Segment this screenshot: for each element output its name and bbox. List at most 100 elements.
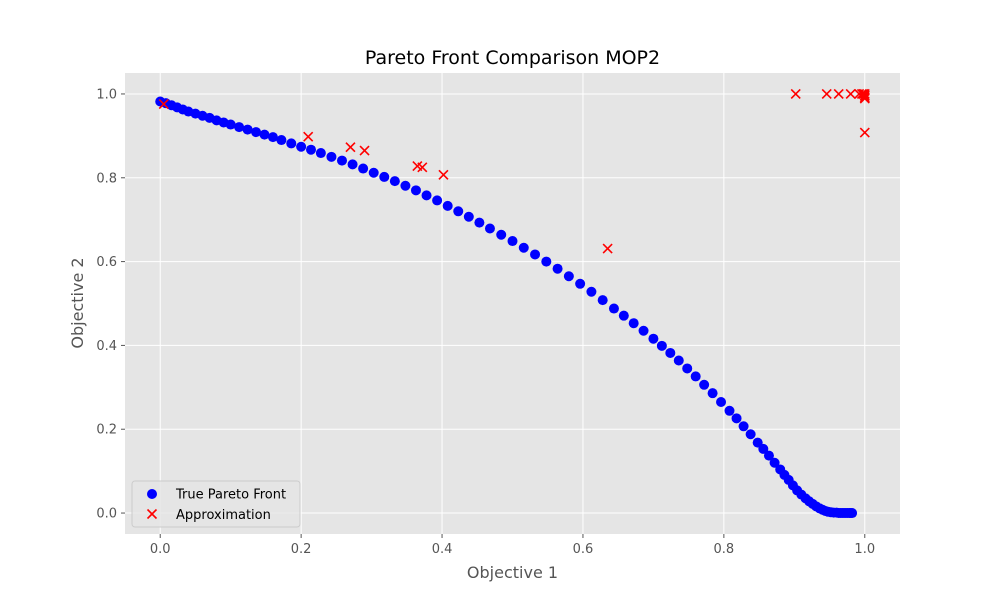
x-axis-label: Objective 1 — [467, 563, 558, 582]
true-pareto-point — [648, 333, 659, 344]
true-pareto-point — [707, 388, 718, 399]
true-pareto-point — [618, 310, 629, 321]
x-tick-label: 0.6 — [573, 542, 594, 557]
approximation-point — [438, 169, 449, 180]
true-pareto-point — [432, 195, 443, 206]
true-pareto-point — [286, 138, 297, 149]
approximation-point — [345, 142, 356, 153]
true-pareto-point — [400, 180, 411, 191]
approximation-point — [359, 145, 370, 156]
true-pareto-point — [474, 217, 485, 228]
true-pareto-point — [484, 223, 495, 234]
true-pareto-point — [690, 371, 701, 382]
true-pareto-point — [758, 443, 769, 454]
y-tick-label: 0.0 — [96, 507, 117, 522]
true-pareto-point — [379, 171, 390, 182]
approximation-point — [859, 88, 870, 100]
y-tick-label: 0.2 — [96, 423, 117, 438]
y-tick-label: 1.0 — [96, 87, 117, 102]
true-pareto-point — [608, 303, 619, 314]
approximation-point — [859, 90, 870, 101]
true-pareto-point — [242, 124, 253, 135]
plot-area — [125, 73, 900, 534]
true-pareto-point — [763, 450, 774, 461]
true-pareto-point — [847, 508, 858, 519]
true-pareto-point — [716, 396, 727, 407]
x-tick-label: 0.2 — [291, 542, 312, 557]
approximation-point — [833, 88, 844, 100]
approximation-point — [303, 131, 314, 142]
true-pareto-point — [597, 295, 608, 306]
approximation-point — [859, 93, 870, 104]
approximation-point — [158, 98, 169, 110]
legend-label-true-pareto-front: True Pareto Front — [175, 488, 286, 503]
series-approximation — [158, 88, 870, 254]
true-pareto-point — [638, 325, 649, 336]
true-pareto-point — [530, 249, 541, 260]
approximation-point — [417, 162, 428, 173]
true-pareto-point — [665, 347, 676, 358]
legend: True Pareto Front Approximation — [131, 480, 301, 528]
true-pareto-point — [769, 457, 780, 468]
true-pareto-point — [453, 206, 464, 217]
chart-title: Pareto Front Comparison MOP2 — [365, 47, 660, 69]
true-pareto-point — [337, 155, 347, 166]
approximation-point — [821, 88, 832, 100]
true-pareto-point — [225, 119, 236, 130]
x-tick-labels: 0.0 0.2 0.4 0.6 0.8 1.0 — [150, 534, 875, 557]
true-pareto-point — [699, 379, 710, 390]
approximation-point — [790, 88, 801, 100]
legend-box — [131, 480, 301, 528]
true-pareto-point — [326, 151, 337, 162]
true-pareto-point — [306, 144, 316, 155]
approximation-point — [845, 88, 856, 100]
legend-marker-approximation — [146, 508, 158, 520]
y-tick-labels: 0.0 0.2 0.4 0.6 0.8 1.0 — [96, 87, 125, 522]
true-pareto-point — [731, 413, 742, 424]
true-pareto-point — [586, 286, 597, 297]
true-pareto-point — [656, 340, 667, 351]
true-pareto-point — [358, 163, 369, 174]
true-pareto-point — [575, 278, 586, 289]
true-pareto-point — [259, 129, 270, 140]
true-pareto-point — [421, 190, 432, 201]
approximation-point — [859, 92, 870, 103]
true-pareto-point — [628, 318, 639, 329]
x-tick-label: 0.4 — [432, 542, 453, 557]
y-tick-label: 0.8 — [96, 171, 117, 186]
x-tick-label: 0.8 — [714, 542, 735, 557]
true-pareto-point — [496, 229, 507, 240]
series-true-pareto-front — [155, 96, 858, 519]
true-pareto-point — [276, 135, 287, 146]
y-tick-label: 0.6 — [96, 255, 117, 270]
y-axis-label: Objective 2 — [68, 257, 87, 348]
true-pareto-point — [745, 429, 756, 440]
true-pareto-point — [442, 200, 453, 211]
true-pareto-point — [347, 159, 358, 170]
x-tick-label: 1.0 — [854, 542, 875, 557]
true-pareto-point — [518, 242, 529, 253]
legend-label-approximation: Approximation — [176, 508, 271, 523]
true-pareto-point — [673, 355, 684, 366]
approximation-point — [602, 243, 613, 254]
true-pareto-point — [267, 132, 278, 143]
true-pareto-point — [368, 167, 379, 178]
true-pareto-point — [541, 256, 552, 267]
approximation-point — [859, 127, 870, 138]
legend-marker-true-pareto-front — [147, 489, 157, 499]
true-pareto-point — [463, 211, 474, 222]
y-tick-label: 0.4 — [96, 339, 117, 354]
x-tick-label: 0.0 — [150, 542, 171, 557]
true-pareto-point — [724, 405, 735, 416]
true-pareto-point — [410, 185, 421, 196]
true-pareto-point — [738, 421, 749, 432]
true-pareto-point — [682, 363, 693, 374]
true-pareto-point — [563, 271, 574, 282]
true-pareto-point — [315, 148, 326, 159]
grid-lines — [125, 73, 900, 534]
true-pareto-point — [507, 236, 518, 247]
true-pareto-point — [552, 263, 563, 274]
true-pareto-point — [389, 176, 400, 187]
true-pareto-point — [251, 127, 262, 138]
